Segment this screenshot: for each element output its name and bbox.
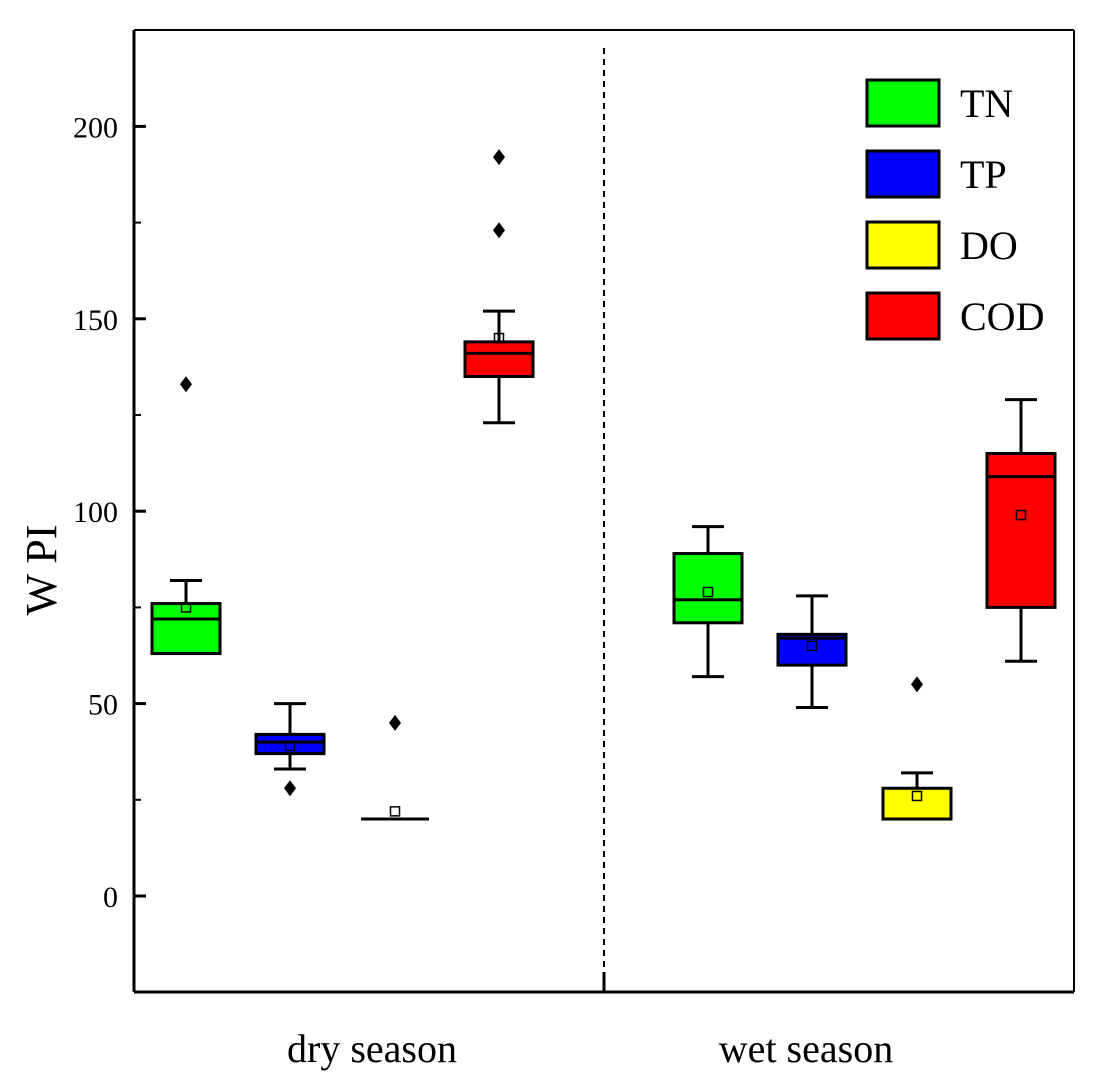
box-tp-dry: [254, 702, 326, 797]
outlier-point: [389, 714, 401, 731]
mean-marker: [389, 806, 401, 817]
legend-item-do: DO: [865, 220, 1018, 270]
box-tn-wet: [672, 525, 744, 679]
y-tick-label: 100: [73, 496, 118, 529]
iqr-box: [463, 340, 535, 379]
legend-label: DO: [960, 223, 1018, 268]
y-tick-label: 200: [73, 111, 118, 144]
box-cod-dry: [463, 149, 535, 425]
mean-marker: [911, 790, 923, 802]
iqr-box: [254, 732, 326, 756]
outlier-point: [911, 676, 923, 693]
mean-marker: [180, 602, 192, 613]
legend-swatch: [865, 78, 941, 128]
axes: 0 50 100 150 200: [73, 29, 1075, 994]
legend-label: TN: [960, 81, 1013, 126]
y-axis-label: W PI: [17, 525, 66, 616]
outlier-point: [180, 376, 192, 393]
legend-swatch: [865, 149, 941, 199]
box-do-wet: [881, 676, 953, 821]
legend-item-tn: TN: [865, 78, 1013, 128]
outlier-point: [493, 222, 505, 239]
mean-marker: [1015, 509, 1027, 521]
outlier-point: [493, 149, 505, 166]
legend-swatch: [865, 291, 941, 341]
mean-marker: [702, 586, 714, 598]
legend-item-tp: TP: [865, 149, 1007, 199]
x-group-label-wet: wet season: [719, 1026, 893, 1071]
box-tp-wet: [776, 594, 848, 709]
mean-marker: [806, 640, 818, 652]
box-do-dry: [361, 714, 429, 821]
legend-label: COD: [960, 294, 1044, 339]
boxes: [150, 149, 1057, 821]
box-cod-wet: [985, 398, 1057, 663]
box-tn-dry: [150, 376, 222, 656]
legend: TN TP DO COD: [865, 78, 1044, 341]
legend-item-cod: COD: [865, 291, 1044, 341]
mean-marker: [493, 332, 505, 344]
iqr-box: [150, 602, 222, 656]
iqr-box: [985, 451, 1057, 609]
mean-marker: [284, 740, 296, 752]
legend-label: TP: [960, 152, 1007, 197]
y-tick-label: 50: [88, 689, 118, 722]
y-tick-label: 0: [103, 881, 118, 914]
iqr-box: [881, 786, 953, 821]
y-tick-label: 150: [73, 304, 118, 337]
legend-swatch: [865, 220, 941, 270]
x-group-label-dry: dry season: [287, 1026, 457, 1071]
outlier-point: [284, 780, 296, 797]
